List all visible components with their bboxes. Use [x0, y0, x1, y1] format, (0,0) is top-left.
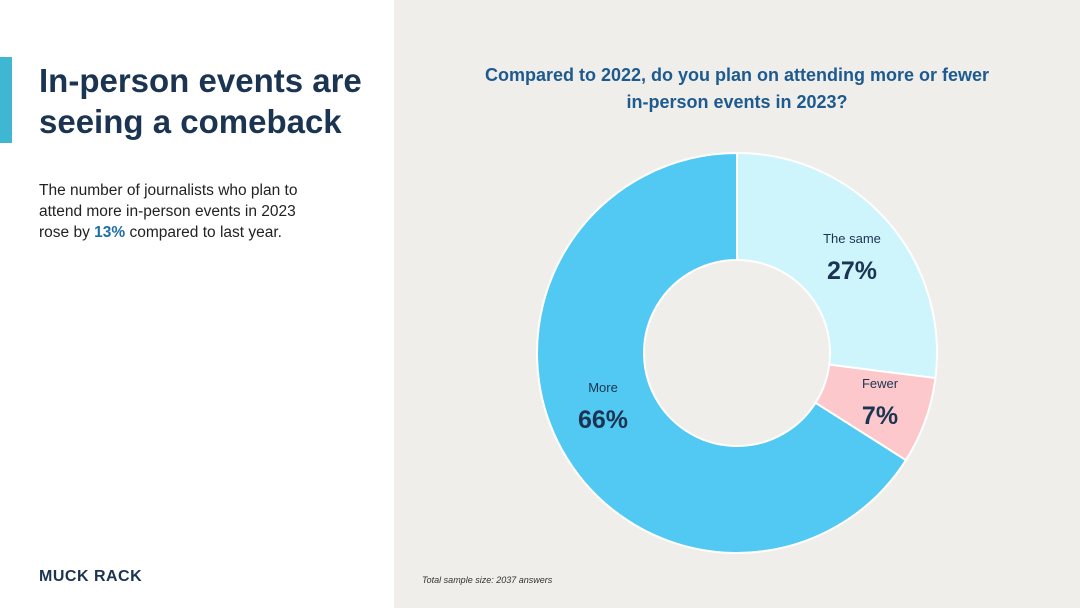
slice-value: 27% — [827, 257, 877, 285]
page-title: In-person events are seeing a comeback — [39, 62, 362, 140]
slice-label: More — [588, 380, 618, 395]
sample-note: Total sample size: 2037 answers — [422, 575, 553, 585]
muck-rack-logo: MUCK RACK — [39, 568, 143, 585]
slice-the-same — [736, 151, 938, 380]
slice-label: The same — [823, 231, 881, 246]
description: The number of journalists who plan to at… — [39, 180, 319, 243]
slice-more — [536, 151, 908, 554]
accent-bar — [0, 57, 12, 143]
desc-text-end: compared to last year. — [125, 224, 282, 241]
slice-value: 66% — [578, 406, 628, 434]
desc-text: The number of journalists who plan to at… — [39, 182, 298, 241]
chart-title: Compared to 2022, do you plan on attendi… — [484, 65, 990, 112]
slice-label: Fewer — [862, 376, 899, 391]
desc-highlight: 13% — [94, 224, 126, 241]
slice-value: 7% — [862, 402, 898, 430]
